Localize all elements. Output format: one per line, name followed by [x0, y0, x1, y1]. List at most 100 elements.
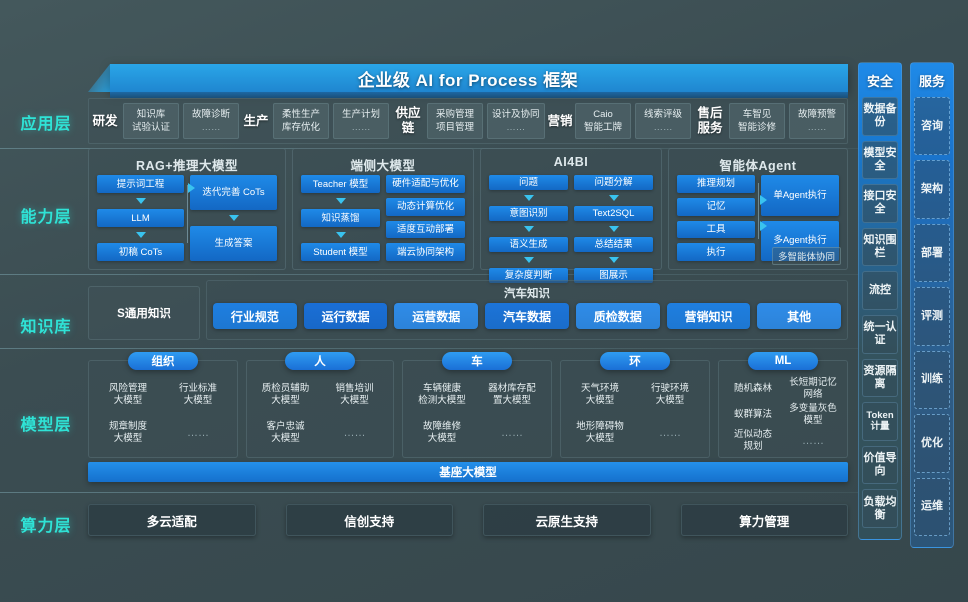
model-cell[interactable]: …… [802, 435, 824, 447]
capability-node[interactable]: 推理规划 [677, 175, 755, 193]
application-group-label: 售后 服务 [697, 106, 723, 135]
capability-node[interactable]: 生成答案 [190, 226, 277, 261]
model-cell[interactable]: 多变量灰色 模型 [789, 403, 837, 426]
compute-cell[interactable]: 多云适配 [88, 504, 256, 536]
knowledge-pill[interactable]: 汽车数据 [485, 303, 569, 329]
model-cell[interactable]: 长短期记忆 网络 [789, 377, 837, 400]
capability-panel-title: AI4BI [553, 155, 589, 169]
capability-node[interactable]: 复杂度判断 [489, 268, 568, 283]
compute-cell[interactable]: 云原生支持 [483, 504, 651, 536]
application-item[interactable]: 车智见 智能诊修 [729, 103, 785, 139]
capability-node[interactable]: 迭代完善 CoTs [190, 175, 277, 210]
service-rail-item[interactable]: 咨询 [914, 97, 950, 156]
capability-node[interactable]: 知识蒸馏 [301, 209, 380, 227]
compute-cell[interactable]: 信创支持 [285, 504, 453, 536]
service-rail-item[interactable]: 训练 [914, 350, 950, 410]
security-rail-item[interactable]: 流控 [862, 271, 898, 310]
service-rail-item[interactable]: 评测 [914, 287, 950, 346]
base-model-bar[interactable]: 基座大模型 [88, 462, 848, 482]
capability-node[interactable]: 记忆 [677, 197, 755, 216]
knowledge-pill-row: 行业规范 运行数据 运营数据 汽车数据 质检数据 营销知识 其他 [213, 303, 842, 329]
model-cell[interactable]: 行驶环境 大模型 [650, 383, 689, 406]
service-rail-item[interactable]: 优化 [914, 414, 950, 473]
application-item[interactable]: 故障诊断 …… [183, 103, 239, 139]
capability-node[interactable]: Teacher 模型 [301, 175, 380, 193]
model-cell[interactable]: 随机森林 [733, 383, 772, 394]
capability-node[interactable]: 硬件适配与优化 [386, 175, 465, 193]
model-group-tag[interactable]: 人 [285, 352, 355, 370]
security-rail-item[interactable]: Token计量 [862, 402, 898, 441]
capability-node[interactable]: 多Agent执行 [761, 220, 839, 261]
model-cell[interactable]: …… [659, 427, 681, 439]
capability-node[interactable]: 意图识别 [489, 206, 568, 221]
model-cell[interactable]: 销售培训 大模型 [335, 383, 374, 406]
model-cell[interactable]: 天气环境 大模型 [580, 383, 619, 406]
model-cell[interactable]: 器材库存配 置大模型 [488, 383, 536, 406]
capability-node[interactable]: 动态计算优化 [386, 197, 465, 216]
application-item[interactable]: 知识库 试验认证 [123, 103, 179, 139]
security-rail-item[interactable]: 数据备份 [862, 97, 898, 136]
model-group-tag[interactable]: 车 [442, 352, 512, 370]
model-cell[interactable]: 故障维修 大模型 [422, 421, 461, 444]
model-cell[interactable]: 近似动态 规划 [733, 429, 772, 452]
model-cell[interactable]: 质检员辅助 大模型 [261, 383, 310, 406]
model-cell[interactable]: 车辆健康 检测大模型 [418, 383, 466, 406]
capability-node[interactable]: Text2SQL [574, 206, 653, 221]
capability-node[interactable]: 适度互动部署 [386, 220, 465, 239]
capability-node[interactable]: Student 模型 [301, 243, 380, 261]
application-item[interactable]: 线索评级 …… [635, 103, 691, 139]
service-rail-item[interactable]: 架构 [914, 160, 950, 219]
security-rail-item[interactable]: 统一认证 [862, 314, 898, 354]
security-rail-item[interactable]: 知识围栏 [862, 227, 898, 267]
application-item[interactable]: 采购管理 项目管理 [427, 103, 483, 139]
knowledge-pill[interactable]: 运行数据 [303, 303, 388, 329]
application-item[interactable]: 故障预警 …… [789, 103, 845, 139]
knowledge-pill[interactable]: 营销知识 [666, 303, 751, 329]
capability-panel-title: 智能体Agent [719, 159, 797, 173]
knowledge-pill[interactable]: 其他 [757, 303, 842, 329]
model-cell[interactable]: 蚁群算法 [733, 409, 772, 420]
application-item[interactable]: 柔性生产 库存优化 [273, 103, 329, 139]
capability-node[interactable]: LLM [97, 209, 184, 227]
knowledge-pill[interactable]: 质检数据 [575, 303, 660, 329]
security-rail-item[interactable]: 接口安全 [862, 184, 898, 223]
model-cell[interactable]: …… [501, 427, 523, 439]
capability-node[interactable]: 端云协同架构 [386, 243, 465, 261]
security-rail-item[interactable]: 资源隔离 [862, 358, 898, 398]
application-item[interactable]: 设计及协同 …… [487, 103, 545, 139]
application-item[interactable]: Caio 智能工牌 [575, 103, 631, 139]
model-cell[interactable]: …… [343, 427, 366, 439]
compute-cell[interactable]: 算力管理 [680, 504, 848, 536]
model-cell[interactable]: 风险管理 大模型 [108, 383, 147, 406]
model-group-tag[interactable]: 组织 [128, 352, 198, 370]
capability-node[interactable]: 问题分解 [574, 175, 653, 190]
security-rail-item[interactable]: 价值导向 [862, 445, 898, 485]
capability-node[interactable]: 问题 [489, 175, 568, 190]
application-item-text: 智能工牌 [583, 122, 622, 133]
model-group-tag[interactable]: 环 [600, 352, 670, 370]
service-rail-item[interactable]: 部署 [914, 223, 950, 283]
capability-node[interactable]: 总结结果 [574, 237, 653, 252]
model-cell[interactable]: 行业标准 大模型 [178, 383, 217, 406]
model-group-tag[interactable]: ML [748, 352, 818, 370]
capability-node[interactable]: 单Agent执行 [761, 175, 839, 216]
security-rail-item[interactable]: 模型安全 [862, 140, 898, 180]
knowledge-pill[interactable]: 运营数据 [394, 303, 479, 329]
capability-node[interactable]: 执行 [677, 243, 755, 261]
capability-node[interactable]: 语义生成 [489, 237, 568, 252]
knowledge-pill[interactable]: 行业规范 [213, 303, 297, 329]
capability-node[interactable]: 图展示 [574, 268, 653, 283]
security-rail-item[interactable]: 负载均衡 [862, 489, 898, 528]
knowledge-general-box[interactable]: S通用知识 [88, 286, 200, 340]
model-cell[interactable]: 地形障碍物 大模型 [576, 421, 624, 444]
model-cell[interactable]: 规章制度 大模型 [108, 421, 147, 444]
capability-node[interactable]: 初稿 CoTs [97, 243, 184, 261]
application-item[interactable]: 生产计划 …… [333, 103, 389, 139]
model-cell[interactable]: …… [187, 427, 209, 439]
knowledge-panel-title: 汽车知识 [504, 288, 550, 300]
capability-node[interactable]: 工具 [677, 220, 755, 239]
service-rail-item[interactable]: 运维 [914, 477, 950, 536]
layer-label-knowledge: 知识库 [20, 319, 72, 336]
model-cell[interactable]: 客户忠诚 大模型 [266, 421, 305, 444]
capability-node[interactable]: 提示词工程 [97, 175, 184, 193]
